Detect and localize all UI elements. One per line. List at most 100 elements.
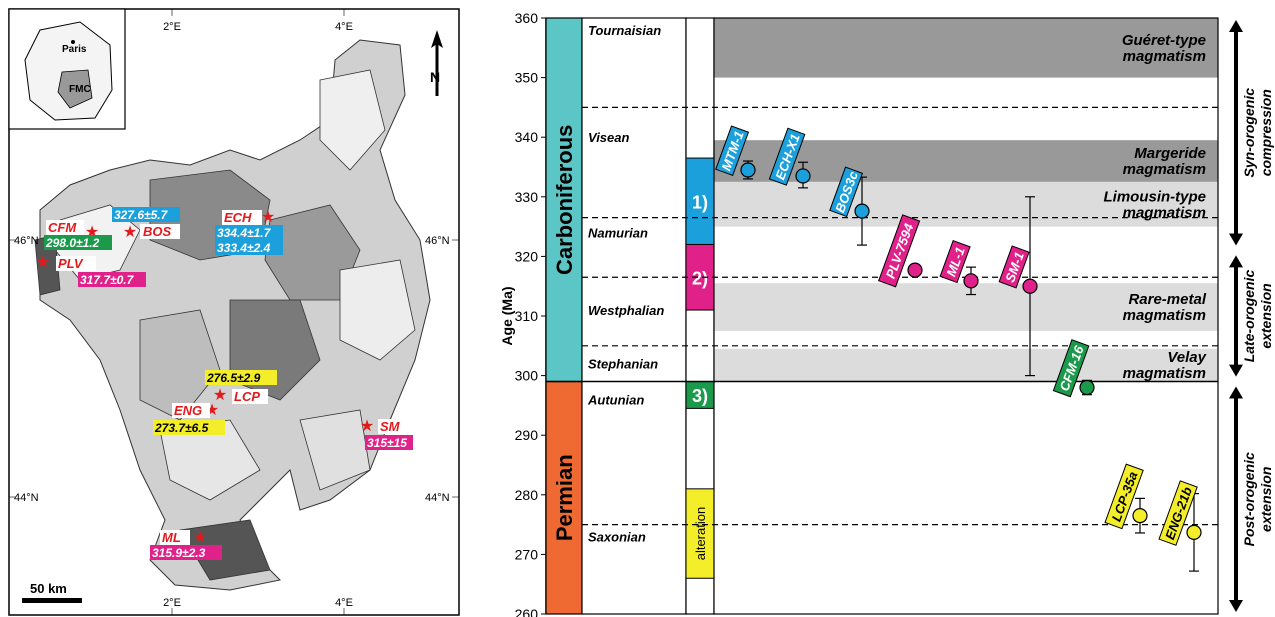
site-star-sm: ★ xyxy=(360,418,374,435)
stage-label-stephanian: Stephanian xyxy=(588,357,658,372)
period-label-carboniferous: Carboniferous xyxy=(552,125,577,275)
sample-point-sm-1 xyxy=(1022,278,1038,294)
phase-arrow-head-bottom-post-orogenic-extension xyxy=(1229,600,1243,612)
massif-central-map xyxy=(34,39,431,591)
y-tick-label-340: 340 xyxy=(515,129,539,145)
site-age-cfm: 298.0±1.2 xyxy=(45,236,100,250)
phase-arrow-head-bottom-syn-orogenic-compression xyxy=(1229,233,1243,246)
sample-point-bos3c xyxy=(854,203,870,219)
sample-label-box-eng-21b xyxy=(1158,480,1198,546)
scale-label: 50 km xyxy=(30,581,67,596)
event-label-2: 2) xyxy=(692,268,708,288)
y-tick-label-260: 260 xyxy=(515,606,539,617)
site-age-ech-2: 333.4±2.4 xyxy=(217,241,271,255)
sample-point-lcp-35a xyxy=(1132,508,1148,524)
sample-point-cfm-16 xyxy=(1079,379,1095,396)
y-axis-ticks: 260 270 280 290 300 310 320 330 340 350 360 xyxy=(515,10,547,617)
site-code-ml: ML xyxy=(162,530,181,545)
site-age-ml: 315.9±2.3 xyxy=(152,546,206,560)
site-age-ech-1: 334.4±1.7 xyxy=(217,226,272,240)
site-age-eng: 273.7±6.5 xyxy=(154,421,209,435)
sample-point-eng-21b xyxy=(1186,524,1202,540)
stage-label-autunian: Autunian xyxy=(587,392,644,407)
stage-label-tournaisian: Tournaisian xyxy=(588,23,661,38)
magmatism-label-gu-ret-type-magmatism-2: magmatism xyxy=(1123,48,1206,65)
plot-area: Guéret-typemagmatismMargeridemagmatismLi… xyxy=(546,17,1219,615)
magmatism-label-rare-metal-magmatism-2: magmatism xyxy=(1123,307,1206,324)
phase-label-post-orogenic-extension-2: extension xyxy=(1258,467,1274,532)
phase-label-late-orogenic-extension-1: Late-orogenic xyxy=(1241,270,1257,363)
phase-arrow-head-top-late-orogenic-extension xyxy=(1229,255,1243,268)
event-column: 1) 2) 3) alteration xyxy=(685,17,715,615)
scale-bar xyxy=(22,598,82,603)
site-code-ech: ECH xyxy=(224,210,252,225)
sample-point-ml-1 xyxy=(963,273,979,289)
lat-label-46n-right: 46°N xyxy=(425,235,450,247)
north-label: N xyxy=(430,69,440,85)
magmatism-label-velay-magmatism-2: magmatism xyxy=(1123,365,1206,382)
site-code-eng: ENG xyxy=(174,403,202,418)
period-column: Carboniferous Permian xyxy=(545,17,583,615)
stage-label-saxonian: Saxonian xyxy=(588,530,646,545)
magmatism-label-velay-magmatism-1: Velay xyxy=(1167,349,1206,366)
y-tick-label-270: 270 xyxy=(515,546,539,562)
site-star-ml: ★ xyxy=(193,529,207,546)
site-age-bos: 327.6±5.7 xyxy=(114,208,169,222)
magmatism-band-rare-metal-magmatism xyxy=(714,283,1218,331)
phase-label-syn-orogenic-compression-1: Syn-orogenic xyxy=(1241,88,1257,178)
lon-label-2e-top: 2°E xyxy=(163,21,181,33)
graticule xyxy=(9,9,459,615)
site-age-sm: 315±15 xyxy=(367,436,407,450)
y-tick-label-360: 360 xyxy=(515,10,539,26)
magmatism-label-rare-metal-magmatism-1: Rare-metal xyxy=(1128,291,1206,308)
lat-label-44n-left: 44°N xyxy=(14,492,39,504)
plot-frame xyxy=(713,17,1219,615)
sample-label-box-plv-7594 xyxy=(878,214,921,288)
site-code-cfm: CFM xyxy=(48,220,77,235)
phase-arrow-head-top-syn-orogenic-compression xyxy=(1229,20,1243,32)
magmatism-band-gu-ret-type-magmatism xyxy=(714,18,1218,78)
y-tick-label-350: 350 xyxy=(515,70,539,86)
phase-label-post-orogenic-extension-1: Post-orogenic xyxy=(1241,452,1257,546)
site-star-ech: ★ xyxy=(261,209,275,226)
sample-point-mtm-1 xyxy=(740,162,756,178)
stage-label-westphalian: Westphalian xyxy=(588,303,664,318)
site-star-bos: ★ xyxy=(123,224,137,241)
inset-fmc-label: FMC xyxy=(69,84,91,95)
event-label-alteration: alteration xyxy=(693,507,708,560)
stage-column: Tournaisian Visean Namurian Westphalian Step… xyxy=(581,17,687,615)
site-code-sm: SM xyxy=(380,419,401,434)
phase-arrow-head-bottom-late-orogenic-extension xyxy=(1229,364,1243,377)
lon-label-2e-bottom: 2°E xyxy=(163,597,181,609)
y-tick-label-280: 280 xyxy=(515,487,539,503)
sample-label-box-lcp-35a xyxy=(1104,463,1144,530)
sample-label-box-ech-x1 xyxy=(768,127,806,186)
y-tick-label-320: 320 xyxy=(515,248,539,264)
site-star-plv: ★ xyxy=(36,254,50,271)
event-bar-alteration xyxy=(685,488,715,579)
stage-label-namurian: Namurian xyxy=(588,226,648,241)
event-bar-1 xyxy=(685,157,715,245)
site-code-labels: CFM BOS ECH PLV LCP ENG SM ML xyxy=(46,210,408,545)
phase-label-syn-orogenic-compression-2: compression xyxy=(1258,89,1274,176)
sample-point-ech-x1 xyxy=(795,168,811,184)
stage-label-visean: Visean xyxy=(588,130,629,145)
tectonic-phase-column: Syn-orogenic compression Late-orogenic exte… xyxy=(1229,20,1274,612)
magmatism-band-velay-magmatism xyxy=(714,348,1218,382)
geological-map-panel: 2°E 4°E 2°E 4°E 46°N 46°N 44°N 44°N Pari… xyxy=(8,8,460,616)
magmatism-band-limousin-type-magmatism xyxy=(714,181,1218,227)
site-code-lcp: LCP xyxy=(234,389,260,404)
sample-label-box-ml-1 xyxy=(939,239,971,284)
event-label-1: 1) xyxy=(692,192,708,212)
y-tick-label-330: 330 xyxy=(515,189,539,205)
y-tick-label-300: 300 xyxy=(515,368,539,384)
site-age-lcp: 276.5±2.9 xyxy=(206,371,261,385)
site-code-plv: PLV xyxy=(58,256,84,271)
lon-label-4e-bottom: 4°E xyxy=(335,597,353,609)
magmatism-label-margeride-magmatism-2: magmatism xyxy=(1123,161,1206,178)
stage-column-frame xyxy=(581,17,687,615)
sample-label-box-cfm-16 xyxy=(1052,339,1090,398)
y-axis-label: Age (Ma) xyxy=(499,286,515,345)
lon-label-4e-top: 4°E xyxy=(335,21,353,33)
lat-label-44n-right: 44°N xyxy=(425,492,450,504)
